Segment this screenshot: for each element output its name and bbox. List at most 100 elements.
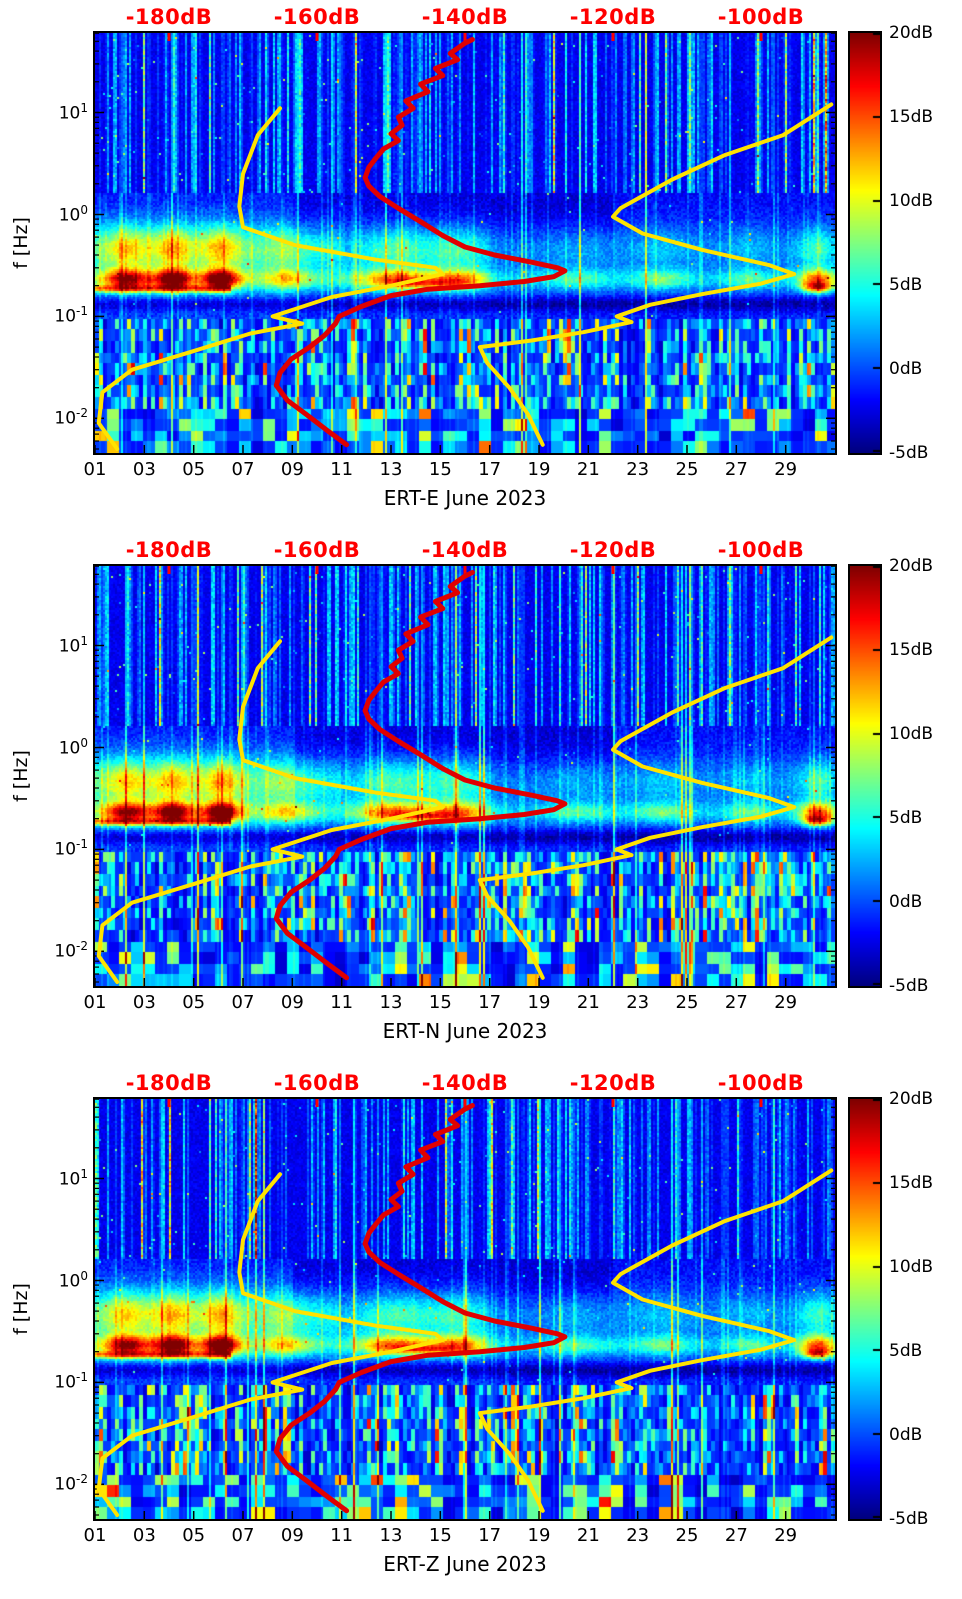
colorbar-canvas	[848, 564, 882, 988]
y-tick-base: 10	[58, 1271, 81, 1292]
y-tick-exponent: -2	[76, 1472, 88, 1487]
y-axis-tick-label: 101	[38, 101, 88, 124]
spectrogram-panel: f [Hz] ERT-Z June 2023 -180dB -160dB -140d…	[0, 1066, 962, 1599]
colorbar-tick-label: 5dB	[889, 1341, 923, 1361]
colorbar-tick-label: 0dB	[889, 892, 923, 912]
x-axis-tick-label: 25	[675, 459, 699, 480]
colorbar-tick-label: -5dB	[889, 1509, 929, 1529]
top-axis-tick-label: -100dB	[717, 5, 805, 29]
y-axis-tick-label: 100	[38, 203, 88, 226]
y-tick-base: 10	[58, 1169, 81, 1190]
x-axis-tick-label: 01	[83, 1525, 107, 1546]
overlay-curves	[95, 33, 835, 453]
overlay-curves	[95, 566, 835, 986]
x-axis-tick-label: 01	[83, 459, 107, 480]
y-tick-exponent: 0	[80, 202, 88, 217]
x-axis-tick-label: 11	[330, 459, 354, 480]
colorbar-tick-label: -5dB	[889, 976, 929, 996]
y-tick-exponent: -2	[76, 406, 88, 421]
x-axis-title: ERT-N June 2023	[382, 1019, 548, 1043]
y-tick-exponent: 1	[80, 100, 88, 115]
x-axis-tick-label: 05	[182, 459, 206, 480]
y-tick-exponent: 0	[80, 1268, 88, 1283]
y-tick-exponent: -1	[76, 837, 88, 852]
x-axis-tick-label: 13	[379, 992, 403, 1013]
colorbar-tick-label: 15dB	[889, 1173, 934, 1193]
x-axis-tick-label: 13	[379, 1525, 403, 1546]
y-axis-tick-label: 100	[38, 736, 88, 759]
colorbar-tick-label: 5dB	[889, 275, 923, 295]
x-axis-tick-label: 17	[478, 459, 502, 480]
y-axis-label: f [Hz]	[10, 750, 32, 802]
y-tick-exponent: 0	[80, 735, 88, 750]
y-axis-tick-label: 101	[38, 1167, 88, 1190]
x-axis-tick-label: 15	[428, 992, 452, 1013]
colorbar-tick-label: 10dB	[889, 724, 934, 744]
colorbar-tick-label: 20dB	[889, 556, 934, 576]
x-axis-tick-label: 23	[626, 459, 650, 480]
top-axis-tick-label: -160dB	[273, 538, 361, 562]
y-tick-base: 10	[54, 1474, 77, 1495]
x-axis-tick-label: 15	[428, 1525, 452, 1546]
plot-area	[93, 564, 837, 988]
x-axis-tick-label: 09	[280, 459, 304, 480]
y-axis-tick-label: 10-2	[38, 1472, 88, 1495]
y-axis-label: f [Hz]	[10, 1283, 32, 1335]
y-tick-base: 10	[58, 738, 81, 759]
x-axis-tick-label: 09	[280, 992, 304, 1013]
x-axis-tick-label: 23	[626, 992, 650, 1013]
x-axis-tick-label: 09	[280, 1525, 304, 1546]
x-axis-tick-label: 03	[132, 1525, 156, 1546]
colorbar-tick-label: 10dB	[889, 1257, 934, 1277]
x-axis-tick-label: 17	[478, 1525, 502, 1546]
colorbar-tick-label: 5dB	[889, 808, 923, 828]
top-axis-tick-label: -120dB	[569, 538, 657, 562]
top-axis-tick-label: -140dB	[421, 538, 509, 562]
x-axis-tick-label: 21	[576, 1525, 600, 1546]
x-axis-tick-label: 21	[576, 992, 600, 1013]
spectrogram-panel: f [Hz] ERT-E June 2023 -180dB -160dB -140d…	[0, 0, 962, 533]
x-axis-tick-label: 03	[132, 459, 156, 480]
x-axis-tick-label: 29	[774, 459, 798, 480]
top-axis-tick-label: -140dB	[421, 5, 509, 29]
colorbar-tick-label: 15dB	[889, 107, 934, 127]
x-axis-tick-label: 13	[379, 459, 403, 480]
plot-area	[93, 31, 837, 455]
x-axis-tick-label: 11	[330, 992, 354, 1013]
spectrogram-canvas	[95, 566, 835, 986]
y-tick-base: 10	[54, 307, 77, 328]
spectrogram-canvas	[95, 33, 835, 453]
x-axis-tick-label: 19	[527, 992, 551, 1013]
y-tick-exponent: 1	[80, 633, 88, 648]
x-axis-tick-label: 07	[231, 992, 255, 1013]
x-axis-tick-label: 21	[576, 459, 600, 480]
spectrogram-panel: f [Hz] ERT-N June 2023 -180dB -160dB -140d…	[0, 533, 962, 1066]
x-axis-tick-label: 05	[182, 992, 206, 1013]
top-axis-tick-label: -160dB	[273, 1071, 361, 1095]
colorbar-canvas	[848, 31, 882, 455]
colorbar-tick-label: 0dB	[889, 359, 923, 379]
x-axis-tick-label: 19	[527, 1525, 551, 1546]
colorbar-tick-label: 20dB	[889, 23, 934, 43]
top-axis-tick-label: -100dB	[717, 1071, 805, 1095]
x-axis-tick-label: 17	[478, 992, 502, 1013]
x-axis-tick-label: 27	[724, 459, 748, 480]
y-axis-tick-label: 101	[38, 634, 88, 657]
top-axis-tick-label: -180dB	[125, 1071, 213, 1095]
x-axis-tick-label: 01	[83, 992, 107, 1013]
top-axis-tick-label: -160dB	[273, 5, 361, 29]
x-axis-title: ERT-Z June 2023	[383, 1552, 547, 1576]
y-tick-base: 10	[54, 941, 77, 962]
x-axis-tick-label: 03	[132, 992, 156, 1013]
x-axis-tick-label: 27	[724, 992, 748, 1013]
y-tick-base: 10	[58, 205, 81, 226]
x-axis-tick-label: 07	[231, 459, 255, 480]
y-tick-base: 10	[54, 840, 77, 861]
top-axis-tick-label: -180dB	[125, 5, 213, 29]
x-axis-tick-label: 27	[724, 1525, 748, 1546]
x-axis-tick-label: 25	[675, 1525, 699, 1546]
y-axis-tick-label: 10-2	[38, 406, 88, 429]
top-axis-tick-label: -120dB	[569, 1071, 657, 1095]
y-tick-base: 10	[58, 636, 81, 657]
